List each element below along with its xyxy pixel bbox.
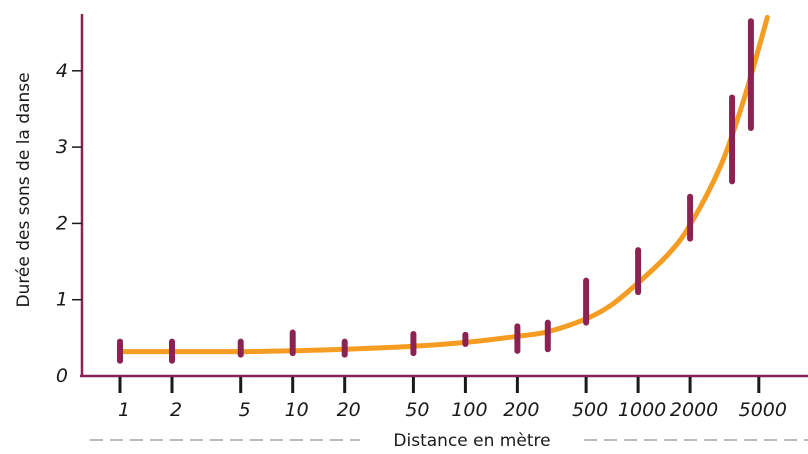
x-tick-label: 50 bbox=[405, 399, 429, 421]
y-tick-label: 4 bbox=[56, 60, 68, 82]
tick-labels-layer: 0 1 2 3 4 1 2 5 10 20 50 100 200 500 1000 2000 5000 bbox=[56, 60, 787, 421]
x-tick-label: 20 bbox=[337, 399, 361, 421]
axes bbox=[80, 14, 808, 378]
y-tick-label: 0 bbox=[56, 365, 68, 387]
x-tick-label: 500 bbox=[572, 399, 608, 421]
x-tick-label: 1000 bbox=[618, 399, 666, 421]
y-axis-title: Durée des sons de la danse bbox=[14, 72, 34, 307]
y-tick-label: 2 bbox=[56, 212, 68, 234]
x-tick-label: 100 bbox=[451, 399, 487, 421]
x-axis-title: Distance en mètre bbox=[393, 431, 550, 451]
fit-curve bbox=[117, 14, 770, 355]
error-bars-layer bbox=[117, 18, 754, 364]
x-tick-label: 5000 bbox=[739, 399, 787, 421]
tick-marks bbox=[72, 70, 761, 393]
x-tick-label: 10 bbox=[285, 399, 309, 421]
x-tick-label: 200 bbox=[503, 399, 539, 421]
x-tick-label: 1 bbox=[118, 399, 130, 421]
y-tick-label: 3 bbox=[56, 136, 68, 158]
fit-curve-layer bbox=[117, 14, 770, 355]
x-tick-label: 2000 bbox=[670, 399, 718, 421]
x-tick-label: 5 bbox=[239, 399, 251, 421]
x-tick-label: 2 bbox=[170, 399, 182, 421]
y-tick-label: 1 bbox=[56, 289, 68, 311]
